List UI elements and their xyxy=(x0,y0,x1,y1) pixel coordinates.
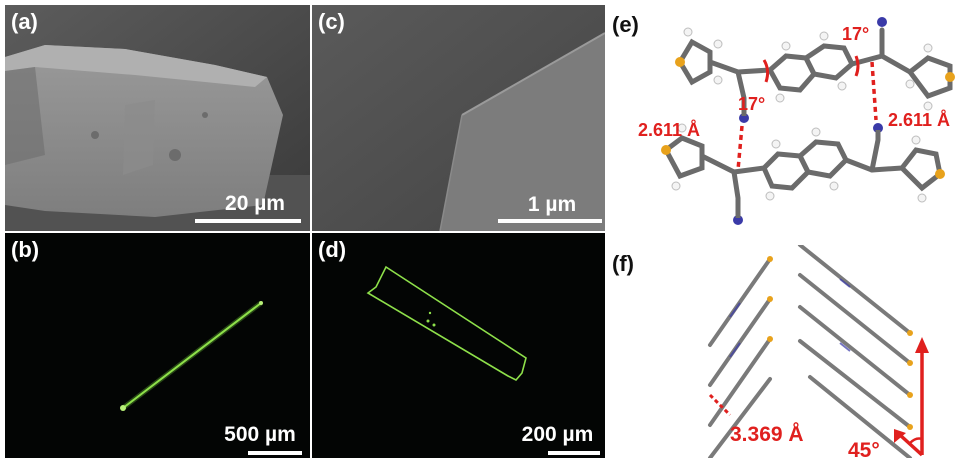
panel-label-d: (d) xyxy=(318,237,347,262)
distance-label-2: 2.611 Å xyxy=(888,110,950,130)
molecular-dimer-panel-e: (e) xyxy=(610,0,969,245)
dihedral-arcs xyxy=(762,55,860,83)
panel-label-f: (f) xyxy=(612,251,634,276)
fluorescence-image-b: (b) 500 µm xyxy=(5,233,310,458)
hydrogen-atoms xyxy=(671,27,933,203)
scale-bar-b xyxy=(248,451,302,455)
dimer-structure-graphic: 17° 17° 2.611 Å 2.611 Å xyxy=(638,17,955,225)
scale-label-b: 500 µm xyxy=(224,423,296,446)
scale-bar-d xyxy=(548,451,600,455)
sulfur-atoms xyxy=(661,57,955,179)
angle-arrows xyxy=(894,337,929,457)
sem-image-c: (c) 1 µm xyxy=(312,5,605,231)
fluorescence-image-d: (d) 200 µm xyxy=(312,233,605,458)
nitrogen-atoms xyxy=(733,17,887,225)
panel-label-a: (a) xyxy=(11,9,38,34)
fluorescent-rod-graphic xyxy=(120,301,263,411)
stacking-distance-label: 3.369 Å xyxy=(730,422,804,446)
scale-label-a: 20 µm xyxy=(225,192,285,215)
panel-label-b: (b) xyxy=(11,237,40,262)
sem-crystal-graphic xyxy=(5,5,310,231)
sem-edge-graphic xyxy=(312,5,605,231)
tilt-angle-label: 45° xyxy=(848,439,880,458)
packing-panel-f: (f) xyxy=(610,245,969,458)
scale-label-c: 1 µm xyxy=(527,193,577,216)
scale-bar-c xyxy=(498,219,602,223)
angle-label-2: 17° xyxy=(738,94,765,114)
distance-label-1: 2.611 Å xyxy=(638,120,700,140)
scale-bar-a xyxy=(195,219,301,223)
sem-image-a: (a) 20 µm xyxy=(5,5,310,231)
fluorescent-plate-graphic xyxy=(366,265,527,381)
panel-label-c: (c) xyxy=(318,9,345,34)
panel-label-e: (e) xyxy=(612,12,639,37)
scale-label-d: 200 µm xyxy=(521,423,594,446)
angle-label-1: 17° xyxy=(842,24,869,44)
herringbone-packing-graphic: 3.369 Å 45° xyxy=(708,245,929,458)
interlayer-distance-line xyxy=(708,393,732,417)
hbond-lines xyxy=(736,61,878,171)
